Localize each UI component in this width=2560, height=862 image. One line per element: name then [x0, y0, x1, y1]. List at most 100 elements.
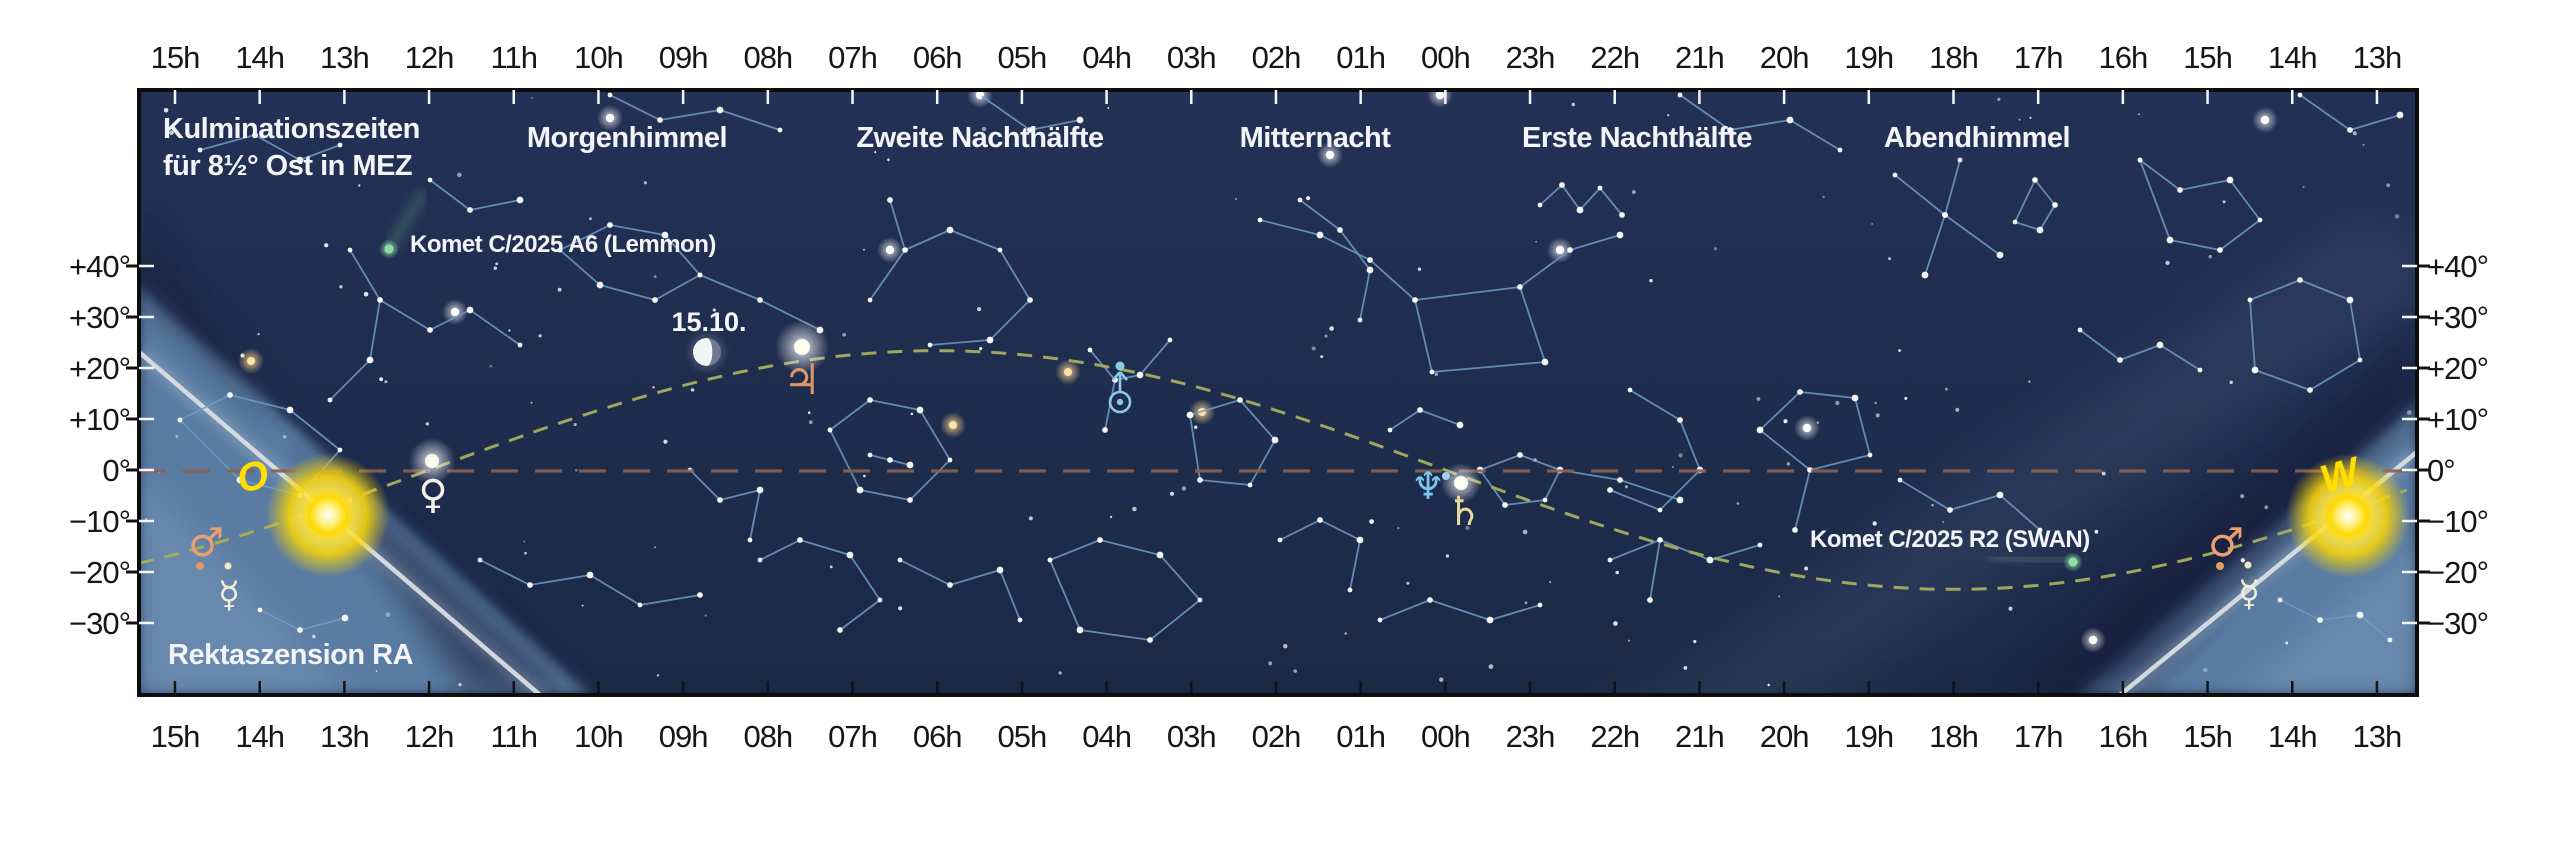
background-star — [2406, 410, 2412, 415]
constellation-star — [2012, 219, 2018, 225]
ra-tick-label-bottom: 14h — [2268, 719, 2317, 754]
ra-tick-label-top: 17h — [2014, 40, 2063, 75]
neptune-dot — [1442, 472, 1450, 480]
background-star — [2028, 380, 2031, 383]
constellation-star — [1367, 257, 1373, 263]
ra-tick-label-bottom: 06h — [913, 719, 962, 754]
dec-tick-label-right: +20° — [2427, 351, 2488, 386]
constellation-star — [1677, 92, 1683, 98]
background-star — [1898, 349, 1901, 352]
moon-lit-side — [693, 338, 713, 366]
constellation-line — [1649, 539, 1661, 601]
constellation-star — [2137, 157, 2143, 163]
constellation-star — [827, 427, 833, 433]
background-star — [1783, 419, 1788, 424]
background-star — [2394, 214, 2400, 219]
background-star — [1866, 537, 1871, 542]
background-star — [897, 606, 903, 611]
constellation-star — [1197, 597, 1203, 603]
background-star — [2229, 380, 2233, 385]
chart-border — [137, 88, 2419, 697]
constellation-star — [1486, 616, 1494, 624]
constellation-star — [2077, 327, 2083, 333]
background-star — [807, 411, 811, 414]
ra-tick-label-bottom: 15h — [151, 719, 200, 754]
background-star — [1058, 671, 1062, 675]
background-star — [1624, 485, 1628, 489]
constellation-star — [1277, 537, 1283, 543]
constellation-star — [1017, 617, 1023, 623]
background-star — [690, 388, 695, 392]
constellation-star — [1047, 557, 1053, 563]
background-star — [1535, 240, 1537, 243]
background-star — [530, 401, 533, 404]
bright-star — [1325, 150, 1335, 160]
background-star — [1736, 502, 1740, 505]
constellation-star — [997, 247, 1003, 253]
saturn-dot — [1454, 476, 1468, 490]
ra-tick-label-top: 15h — [2183, 40, 2232, 75]
jupiter-dot — [794, 339, 810, 355]
background-star — [653, 546, 656, 549]
background-star — [1293, 669, 1297, 673]
ra-tick-label-bottom: 04h — [1082, 719, 1131, 754]
dec-tick-label-right: −10° — [2427, 504, 2488, 539]
ra-tick-label-top: 20h — [1760, 40, 1809, 75]
constellation-star — [1676, 496, 1684, 504]
constellation-line — [1379, 599, 1541, 621]
solar-system-objects: ♃ ♀ ♄♆ ♂ ☿ ♂ ☿ — [188, 189, 2410, 616]
background-star — [1563, 140, 1567, 144]
ra-tick-label-top: 14h — [2268, 40, 2317, 75]
constellation-line — [1759, 391, 1871, 471]
constellation-star — [286, 406, 294, 414]
background-star — [2362, 143, 2365, 146]
constellation-star — [1102, 427, 1108, 433]
constellation-star — [1537, 202, 1543, 208]
constellation-star — [2247, 297, 2253, 303]
background-star — [523, 540, 526, 543]
background-star — [1268, 661, 1273, 666]
ra-tick-label-top: 16h — [2099, 40, 2148, 75]
ra-tick-label-bottom: 15h — [2183, 719, 2232, 754]
background-star — [1942, 521, 1945, 523]
background-star — [1434, 372, 1438, 376]
constellation-star — [2396, 111, 2404, 119]
constellation-star — [2317, 617, 2323, 623]
chart-title-line2: für 8½° Ost in MEZ — [163, 150, 412, 182]
constellation-star — [867, 397, 873, 403]
constellation-star — [377, 297, 383, 303]
ra-tick-label-bottom: 17h — [2014, 719, 2063, 754]
comet-lemmon-label: Komet C/2025 A6 (Lemmon) — [410, 231, 716, 258]
background-star — [1931, 504, 1934, 507]
background-star — [2018, 118, 2021, 121]
constellation-star — [1186, 411, 1194, 419]
background-star — [551, 242, 555, 246]
background-star — [874, 151, 877, 154]
background-star — [863, 248, 865, 251]
dec-tick-label-right: 0° — [2427, 453, 2455, 488]
constellation-star — [837, 627, 843, 633]
constellation-star — [2251, 366, 2259, 374]
sky-region-header: Mitternacht — [1240, 122, 1392, 154]
constellation-line — [1609, 539, 1761, 561]
constellation-star — [427, 177, 433, 183]
venus-dot — [425, 454, 439, 468]
constellation-star — [2257, 217, 2263, 223]
neptune-symbol: ♆ — [1411, 464, 1445, 508]
saturn-symbol: ♄ — [1446, 489, 1482, 535]
background-star — [282, 435, 287, 439]
constellation-star — [717, 497, 723, 503]
background-star — [493, 266, 497, 270]
background-star — [663, 439, 668, 444]
milky-way-band — [1641, 210, 2417, 695]
constellation-star — [607, 222, 613, 228]
constellation-star — [887, 197, 893, 203]
comet-swan-nucleus — [2068, 557, 2078, 567]
background-star — [589, 217, 592, 221]
background-star — [458, 682, 462, 687]
background-star — [312, 634, 316, 639]
constellation-star — [227, 392, 233, 398]
background-star — [324, 243, 329, 248]
background-star — [1628, 639, 1631, 642]
jupiter-symbol: ♃ — [783, 355, 821, 404]
